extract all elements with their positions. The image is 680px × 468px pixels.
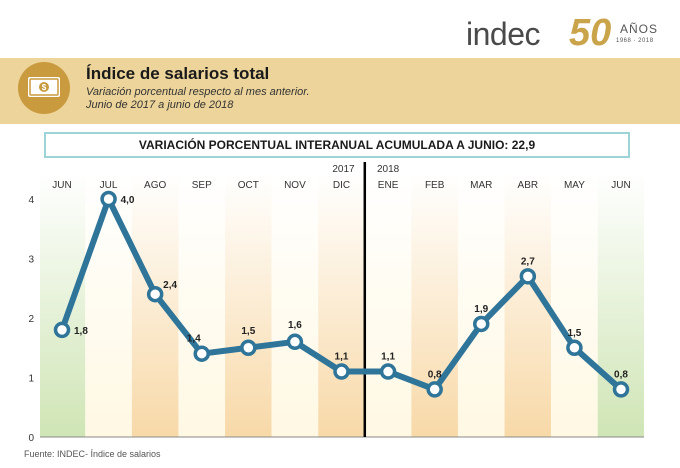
svg-text:$: $ (42, 83, 47, 92)
data-point (100, 190, 117, 208)
subtitle-line-2: Junio de 2017 a junio de 2018 (86, 99, 234, 111)
column-band (131, 172, 179, 437)
data-label: 4,0 (121, 195, 135, 206)
column-band (85, 172, 132, 437)
y-tick-label: 4 (28, 195, 34, 206)
logo-anniversary-number: 50 (569, 12, 612, 54)
data-point (426, 381, 443, 398)
data-label: 2,4 (163, 280, 177, 291)
data-label: 1,5 (241, 326, 255, 337)
data-label: 1,5 (567, 328, 581, 339)
column-band (225, 172, 272, 437)
logo-anos: AÑOS (620, 22, 659, 36)
data-label: 0,8 (428, 369, 442, 380)
data-point (193, 345, 210, 362)
x-tick-label: NOV (284, 180, 306, 191)
x-tick-label: OCT (238, 180, 259, 191)
summary-banner: VARIACIÓN PORCENTUAL INTERANUAL ACUMULAD… (44, 132, 630, 158)
column-band (40, 172, 86, 437)
y-tick-label: 3 (28, 255, 34, 266)
column-band (364, 172, 412, 437)
x-tick-label: JUN (52, 180, 71, 191)
x-tick-label: MAR (470, 180, 492, 191)
x-tick-label: JUL (100, 180, 118, 191)
data-label: 1,1 (335, 352, 349, 363)
column-band (178, 172, 226, 437)
year-label-2018: 2018 (377, 164, 400, 175)
x-tick-label: ENE (378, 180, 399, 191)
data-label: 1,9 (474, 304, 488, 315)
data-point (473, 315, 490, 333)
data-point (519, 268, 537, 285)
header-band (0, 58, 680, 124)
column-band (271, 172, 319, 437)
column-band (318, 172, 365, 437)
x-tick-label: MAY (564, 180, 585, 191)
data-point (240, 339, 257, 356)
page-subtitle: Variación porcentual respecto al mes ant… (86, 86, 310, 112)
x-tick-label: AGO (144, 180, 166, 191)
y-tick-label: 2 (28, 314, 34, 325)
data-label: 1,4 (187, 334, 201, 345)
x-tick-label: DIC (333, 180, 350, 191)
source-footer: Fuente: INDEC- Índice de salarios (24, 449, 161, 459)
x-tick-label: SEP (192, 180, 212, 191)
x-tick-label: JUN (611, 180, 630, 191)
data-point (286, 333, 304, 351)
x-tick-label: ABR (518, 180, 539, 191)
y-tick-label: 0 (28, 433, 34, 444)
x-tick-label: FEB (425, 180, 445, 191)
data-label: 1,1 (381, 352, 395, 363)
money-bill-icon: $ (18, 62, 70, 114)
data-point (333, 363, 350, 380)
data-point (566, 339, 583, 356)
data-point (53, 321, 71, 339)
data-label: 1,8 (74, 326, 88, 337)
data-point (612, 381, 630, 398)
logo-brand: indec (466, 16, 541, 52)
column-band (551, 172, 598, 437)
y-tick-label: 1 (28, 374, 34, 385)
data-point (379, 363, 397, 380)
year-label-2017: 2017 (332, 164, 355, 175)
data-label: 1,6 (288, 320, 302, 331)
logo-years: 1968 · 2018 (616, 38, 654, 44)
data-label: 0,8 (614, 369, 628, 380)
subtitle-line-1: Variación porcentual respecto al mes ant… (86, 86, 310, 98)
data-point (146, 285, 164, 303)
page-title: Índice de salarios total (86, 64, 270, 83)
data-label: 2,7 (521, 256, 535, 267)
